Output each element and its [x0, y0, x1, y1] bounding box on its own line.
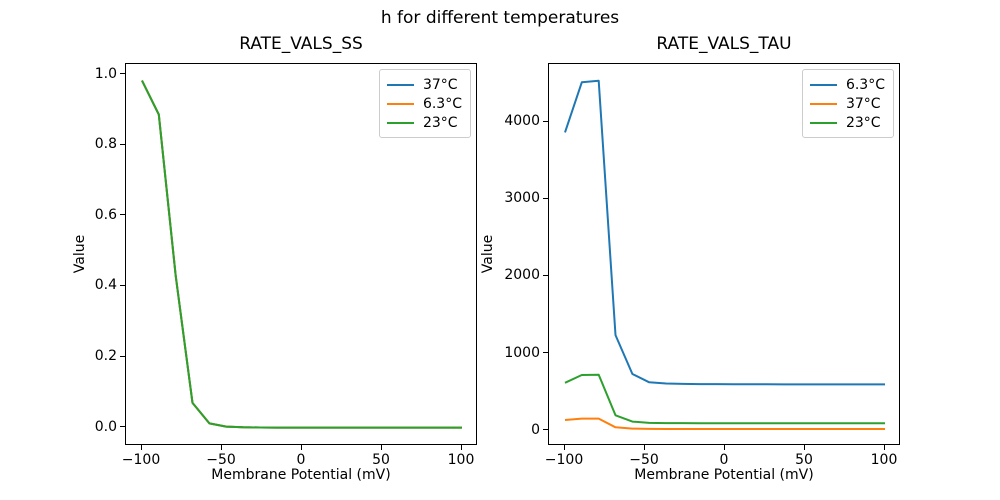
legend-line-swatch — [386, 83, 414, 86]
x-axis-label-tau: Membrane Potential (mV) — [634, 467, 814, 483]
series-line-37°C — [564, 417, 885, 430]
legend-line-swatch — [809, 83, 837, 86]
legend-label: 6.3°C — [422, 95, 462, 112]
legend-line-swatch — [809, 121, 837, 124]
x-tick-mark — [300, 445, 302, 450]
legend-label: 23°C — [422, 114, 458, 131]
axes-title-tau: RATE_VALS_TAU — [656, 34, 792, 54]
plot-area-tau: 6.3°C 37°C 23°C — [548, 63, 900, 445]
x-tick-label: 50 — [795, 452, 813, 468]
legend-item-6.3°C: 6.3°C — [386, 94, 462, 113]
x-tick-label: −100 — [121, 452, 161, 468]
x-tick-label: −100 — [544, 452, 584, 468]
legend-line-swatch — [386, 102, 414, 105]
x-tick-label: −50 — [629, 452, 659, 468]
legend-line-swatch — [386, 121, 414, 124]
y-tick-label: 0.8 — [94, 136, 117, 153]
x-tick-mark — [220, 445, 222, 450]
series-line-6.3°C — [564, 79, 885, 386]
plot-lines-tau — [564, 79, 885, 430]
x-axis-label-ss: Membrane Potential (mV) — [211, 467, 391, 483]
y-tick-label: 1.0 — [94, 65, 117, 82]
x-tick-label: 0 — [719, 452, 729, 468]
x-tick-mark — [140, 445, 142, 450]
x-tick-mark — [380, 445, 382, 450]
y-tick-label: 4000 — [504, 113, 540, 130]
legend-label: 37°C — [845, 95, 881, 112]
y-tick-mark — [543, 274, 548, 276]
y-axis-label-ss: Value — [72, 234, 88, 274]
x-tick-label: −50 — [206, 452, 236, 468]
legend-item-23°C: 23°C — [386, 113, 462, 132]
series-line-23°C — [141, 80, 462, 429]
y-tick-label: 0.4 — [94, 277, 117, 294]
x-tick-label: 100 — [870, 452, 898, 468]
y-tick-label: 1000 — [504, 344, 540, 361]
y-tick-mark — [120, 143, 125, 145]
y-tick-label: 3000 — [504, 190, 540, 207]
x-tick-label: 50 — [372, 452, 390, 468]
legend-item-23°C: 23°C — [809, 113, 885, 132]
legend-label: 6.3°C — [845, 76, 885, 93]
y-tick-mark — [543, 429, 548, 431]
y-tick-label: 0.2 — [94, 348, 117, 365]
subplot-rate-vals-tau: RATE_VALS_TAU 6.3°C 37°C 23°C Membrane Pot… — [480, 34, 900, 483]
figure-suptitle: h for different temperatures — [380, 8, 620, 28]
legend-ss: 37°C 6.3°C 23°C — [378, 69, 471, 138]
legend-item-37°C: 37°C — [809, 94, 885, 113]
x-tick-mark — [643, 445, 645, 450]
y-tick-mark — [120, 426, 125, 428]
legend-label: 23°C — [845, 114, 881, 131]
legend-item-37°C: 37°C — [386, 75, 462, 94]
legend-item-6.3°C: 6.3°C — [809, 75, 885, 94]
y-tick-label: 0.6 — [94, 206, 117, 223]
y-tick-label: 0 — [531, 421, 540, 438]
x-tick-mark — [883, 445, 885, 450]
plot-area-ss: 37°C 6.3°C 23°C — [125, 63, 477, 445]
legend-tau: 6.3°C 37°C 23°C — [801, 69, 894, 138]
x-tick-mark — [803, 445, 805, 450]
y-tick-mark — [543, 352, 548, 354]
x-tick-mark — [460, 445, 462, 450]
series-line-23°C — [564, 373, 885, 425]
plot-lines-ss — [141, 80, 462, 429]
legend-line-swatch — [809, 102, 837, 105]
y-tick-mark — [120, 73, 125, 75]
y-tick-mark — [543, 120, 548, 122]
x-tick-mark — [723, 445, 725, 450]
y-tick-mark — [120, 355, 125, 357]
y-tick-mark — [120, 284, 125, 286]
y-tick-label: 0.0 — [94, 418, 117, 435]
axes-title-ss: RATE_VALS_SS — [239, 34, 363, 54]
legend-label: 37°C — [422, 76, 458, 93]
y-tick-mark — [543, 197, 548, 199]
y-axis-label-tau: Value — [480, 234, 496, 274]
x-tick-mark — [563, 445, 565, 450]
y-tick-label: 2000 — [504, 267, 540, 284]
x-tick-label: 100 — [447, 452, 475, 468]
x-tick-label: 0 — [296, 452, 306, 468]
subplot-rate-vals-ss: RATE_VALS_SS 37°C 6.3°C 23°C Membrane Pote… — [72, 34, 477, 483]
y-tick-mark — [120, 214, 125, 216]
